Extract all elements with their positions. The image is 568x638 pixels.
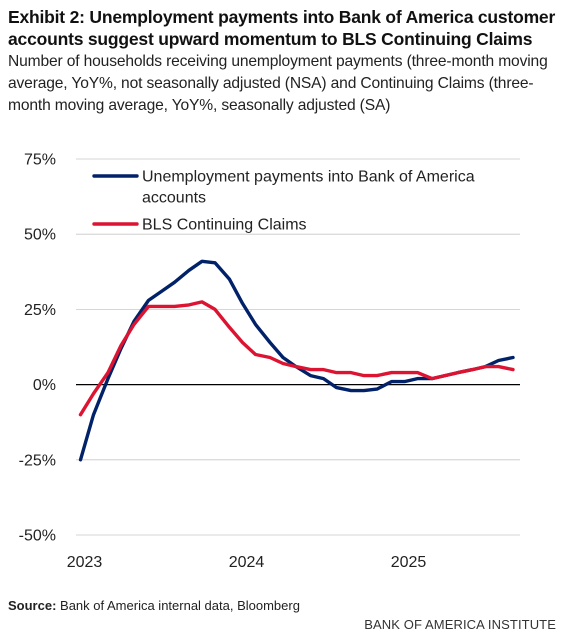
x-tick-label: 2024 xyxy=(229,554,265,571)
source-text: Bank of America internal data, Bloomberg xyxy=(60,598,300,613)
legend-label-2: BLS Continuing Claims xyxy=(142,217,307,234)
y-tick-label: 75% xyxy=(24,152,56,169)
y-tick-label: -25% xyxy=(19,452,56,469)
chart-subtitle: Number of households receiving unemploym… xyxy=(8,53,548,114)
x-tick-label: 2025 xyxy=(391,554,427,571)
source-note: Source: Bank of America internal data, B… xyxy=(8,598,300,613)
series-line-1 xyxy=(78,259,515,462)
y-tick-label: 0% xyxy=(33,377,56,394)
brand-name: BANK OF AMERICA INSTITUTE xyxy=(364,617,556,632)
chart-title: Exhibit 2: Unemployment payments into Ba… xyxy=(8,7,556,49)
y-tick-label: 25% xyxy=(24,302,56,319)
y-tick-label: 50% xyxy=(24,227,56,244)
x-tick-label: 2023 xyxy=(67,554,103,571)
source-label: Source: xyxy=(8,598,57,613)
legend-label-1: Unemployment payments into Bank of Ameri… xyxy=(142,169,475,207)
y-tick-label: -50% xyxy=(19,528,56,545)
series-line-2 xyxy=(78,300,515,417)
